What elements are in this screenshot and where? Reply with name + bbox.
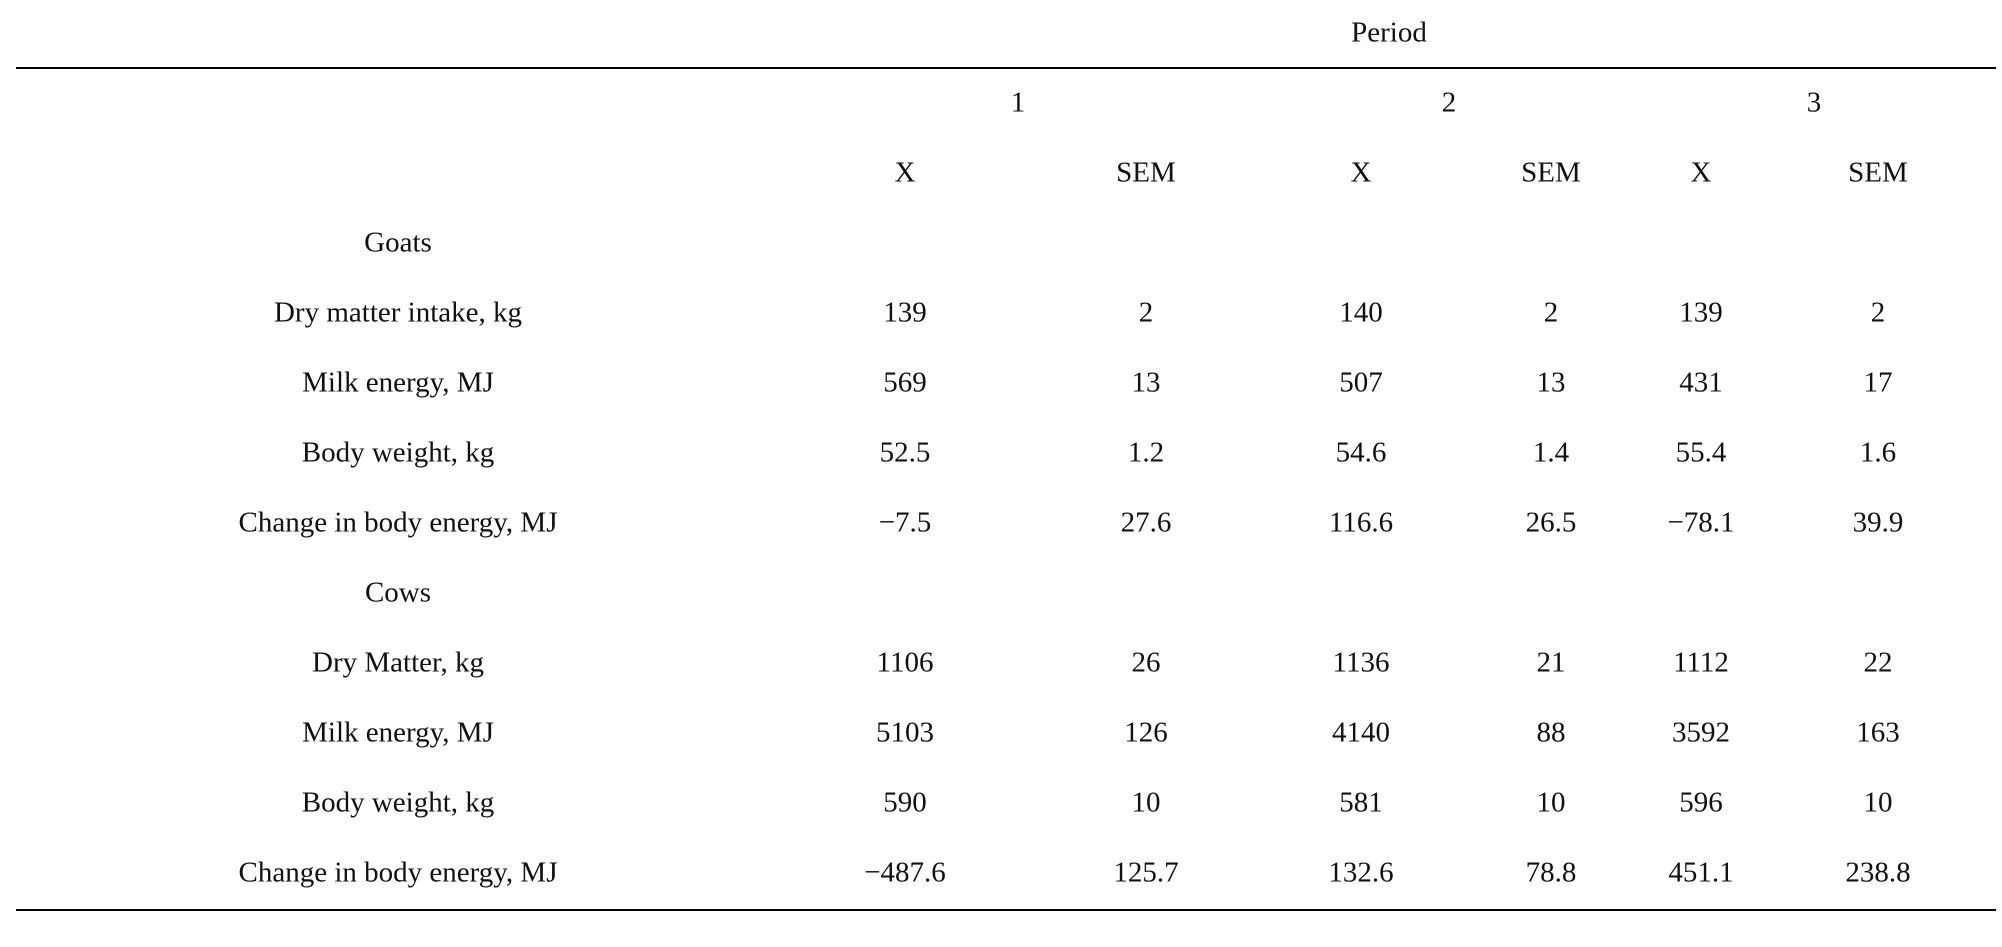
- table-cell: 569: [883, 366, 927, 399]
- subheader-x-2: X: [1350, 156, 1372, 189]
- period-1-header: 1: [1010, 86, 1026, 119]
- table-cell: 1106: [876, 646, 934, 679]
- table-cell: 39.9: [1852, 506, 1904, 539]
- table-cell: 2: [1543, 296, 1559, 329]
- table-cell: 88: [1536, 716, 1566, 749]
- table-cell: 10: [1131, 786, 1161, 819]
- table-cell: 132.6: [1328, 856, 1394, 889]
- table-cell: 596: [1679, 786, 1723, 819]
- period-3-header: 3: [1806, 86, 1822, 119]
- table-cell: 17: [1863, 366, 1893, 399]
- table-cell: 431: [1679, 366, 1723, 399]
- table-cell: 238.8: [1845, 856, 1911, 889]
- table-cell: 139: [883, 296, 927, 329]
- table-cell: 3592: [1672, 716, 1730, 749]
- row-label: Milk energy, MJ: [302, 366, 494, 399]
- table-cell: 10: [1536, 786, 1566, 819]
- table-cell: 590: [883, 786, 927, 819]
- table-cell: 27.6: [1120, 506, 1172, 539]
- table-cell: 1112: [1673, 646, 1729, 679]
- table-cell: −7.5: [878, 506, 932, 539]
- table-cell: 26.5: [1525, 506, 1577, 539]
- table-cell: 26: [1131, 646, 1161, 679]
- table-cell: 10: [1863, 786, 1893, 819]
- table-cell: 1.4: [1532, 436, 1570, 469]
- table-cell: −78.1: [1667, 506, 1735, 539]
- bottom-rule: [16, 909, 1996, 911]
- table-cell: 125.7: [1113, 856, 1179, 889]
- row-label: Body weight, kg: [301, 436, 495, 469]
- section-label: Goats: [364, 226, 432, 259]
- table-cell: 116.6: [1328, 506, 1394, 539]
- subheader-x-1: X: [894, 156, 916, 189]
- table-cell: 1136: [1332, 646, 1390, 679]
- table-cell: 163: [1856, 716, 1900, 749]
- row-label: Milk energy, MJ: [302, 716, 494, 749]
- table-cell: 2: [1870, 296, 1886, 329]
- table-cell: 140: [1339, 296, 1383, 329]
- table-cell: 2: [1138, 296, 1154, 329]
- period-group-header: Period: [1351, 16, 1427, 49]
- row-label: Body weight, kg: [301, 786, 495, 819]
- row-label: Change in body energy, MJ: [238, 506, 558, 539]
- table-cell: 581: [1339, 786, 1383, 819]
- table-cell: 1.2: [1127, 436, 1165, 469]
- table-cell: 126: [1124, 716, 1168, 749]
- top-rule: [16, 67, 1996, 69]
- table-cell: 55.4: [1675, 436, 1727, 469]
- table-cell: 507: [1339, 366, 1383, 399]
- table-cell: 451.1: [1668, 856, 1734, 889]
- table-cell: 22: [1863, 646, 1893, 679]
- table-cell: 52.5: [879, 436, 931, 469]
- table-cell: 13: [1536, 366, 1566, 399]
- table-cell: 139: [1679, 296, 1723, 329]
- table-cell: 5103: [876, 716, 934, 749]
- table-cell: 1.6: [1859, 436, 1897, 469]
- subheader-sem-3: SEM: [1848, 156, 1908, 189]
- row-label: Change in body energy, MJ: [238, 856, 558, 889]
- row-label: Dry matter intake, kg: [273, 296, 523, 329]
- row-label: Dry Matter, kg: [312, 646, 484, 679]
- table-cell: 78.8: [1525, 856, 1577, 889]
- table-cell: 21: [1536, 646, 1566, 679]
- table-cell: 54.6: [1335, 436, 1387, 469]
- table-cell: 4140: [1332, 716, 1390, 749]
- subheader-sem-1: SEM: [1116, 156, 1176, 189]
- subheader-x-3: X: [1690, 156, 1712, 189]
- table-cell: 13: [1131, 366, 1161, 399]
- section-label: Cows: [364, 576, 432, 609]
- subheader-sem-2: SEM: [1521, 156, 1581, 189]
- period-2-header: 2: [1441, 86, 1457, 119]
- table-cell: −487.6: [864, 856, 946, 889]
